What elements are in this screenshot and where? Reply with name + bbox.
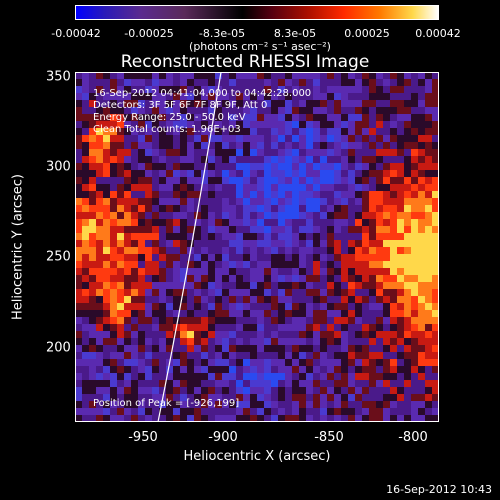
- y-tick-label: 350: [46, 69, 71, 85]
- x-axis-label: Heliocentric X (arcsec): [183, 449, 331, 464]
- plot-title: Reconstructed RHESSI Image: [120, 52, 370, 72]
- info-line-clean: Clean Total counts: 1.96E+03: [93, 124, 241, 135]
- x-tick-label: -900: [208, 430, 238, 445]
- y-tick-label: 200: [46, 340, 71, 356]
- y-axis-label: Heliocentric Y (arcsec): [10, 174, 26, 320]
- timestamp: 16-Sep-2012 10:43: [386, 483, 492, 496]
- info-line-time-range: 16-Sep-2012 04:41:04.000 to 04:42:28.000: [93, 88, 312, 99]
- y-tick-label: 250: [46, 249, 71, 265]
- colorbar-tick: 8.3e-05: [273, 27, 317, 40]
- colorbar-tick: -0.00025: [124, 27, 174, 40]
- colorbar-tick: 0.00042: [415, 27, 461, 40]
- x-tick-label: -950: [128, 430, 158, 445]
- info-line-detectors: Detectors: 3F 5F 6F 7F 8F 9F, Att 0: [93, 100, 268, 111]
- x-tick-label: -850: [314, 430, 344, 445]
- y-tick-label: 300: [46, 159, 71, 175]
- solar-limb-line: [157, 72, 222, 422]
- colorbar: [75, 5, 439, 20]
- rhessi-image: [75, 72, 439, 422]
- x-tick-label: -800: [398, 430, 428, 445]
- colorbar-tick: -8.3e-05: [198, 27, 246, 40]
- colorbar-tick: 0.00025: [344, 27, 390, 40]
- colorbar-unit-label: (photons cm⁻² s⁻¹ asec⁻²): [189, 40, 331, 53]
- colorbar-tick: -0.00042: [51, 27, 101, 40]
- peak-position-label: Position of Peak = [-926,199]: [93, 398, 240, 409]
- info-line-energy: Energy Range: 25.0 - 50.0 keV: [93, 112, 246, 123]
